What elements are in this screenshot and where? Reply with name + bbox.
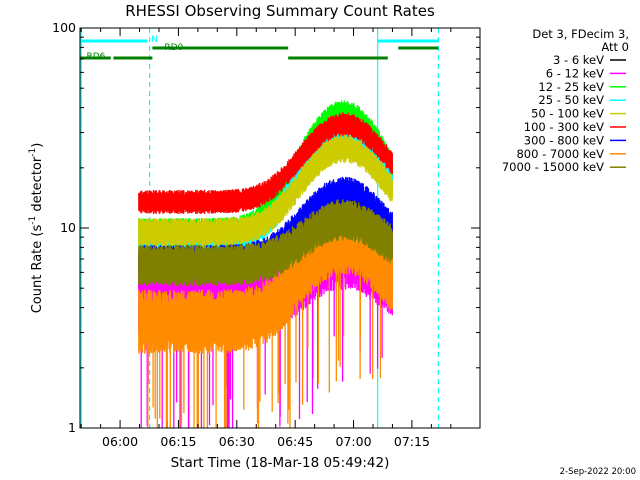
y-axis-label-sup2: -1 [28, 148, 38, 157]
x-tick-label-1: 06:15 [160, 434, 196, 449]
legend-label-1: 3 - 6 keV [553, 53, 604, 67]
y-axis-label-sup1: -1 [28, 216, 38, 225]
legend-label-9: 7000 - 15000 keV [502, 160, 604, 174]
x-tick-label-4: 07:00 [336, 434, 372, 449]
plot-area: RD0 RD6 N [80, 28, 439, 428]
series-path-5 [138, 134, 393, 247]
legend-label-7: 300 - 800 keV [524, 133, 604, 147]
series-path-9 [138, 199, 393, 287]
axes: 06:00 06:15 06:30 06:45 07:00 07:15 1 10 100 [52, 20, 480, 449]
series-trace-6 [138, 112, 393, 214]
y-tick-label-1: 10 [60, 220, 76, 235]
state-marker-label: N [151, 35, 158, 45]
footer-date: 2-Sep-2022 20:00 [560, 467, 636, 477]
series-path-6 [138, 112, 393, 214]
y-axis-label: Count Rate (s-1 detector-1) [28, 143, 45, 314]
legend-label-4: 25 - 50 keV [538, 93, 604, 107]
y-tick-label-2: 100 [52, 20, 76, 35]
y-axis-label-mid: detector [30, 156, 45, 216]
series-trace-8 [138, 210, 393, 428]
y-tick-label-0: 1 [68, 420, 76, 435]
series-trace-5 [138, 134, 393, 247]
state-bar-label-5: RD6 [86, 52, 105, 62]
y-axis-label-main: Count Rate (s [30, 225, 45, 314]
x-axis-label: Start Time (18-Mar-18 05:49:42) [171, 455, 390, 471]
series-trace-9 [138, 199, 393, 287]
legend-header-line1: Det 3, FDecim 3, [532, 27, 629, 41]
legend-label-3: 12 - 25 keV [538, 80, 604, 94]
legend-label-8: 800 - 7000 keV [516, 147, 604, 161]
series-path-8 [138, 210, 393, 428]
x-tick-label-2: 06:30 [219, 434, 255, 449]
y-axis-label-end: ) [30, 143, 45, 148]
x-tick-label-5: 07:15 [394, 434, 430, 449]
chart-title: RHESSI Observing Summary Count Rates [125, 2, 435, 20]
x-tick-label-3: 06:45 [277, 434, 313, 449]
state-bar-label-2: RD0 [164, 43, 183, 53]
legend-label-2: 6 - 12 keV [546, 66, 604, 80]
legend-header-line2: Att 0 [601, 40, 629, 54]
legend-label-5: 50 - 100 keV [531, 107, 604, 121]
x-tick-label-0: 06:00 [102, 434, 138, 449]
legend-label-6: 100 - 300 keV [524, 120, 604, 134]
